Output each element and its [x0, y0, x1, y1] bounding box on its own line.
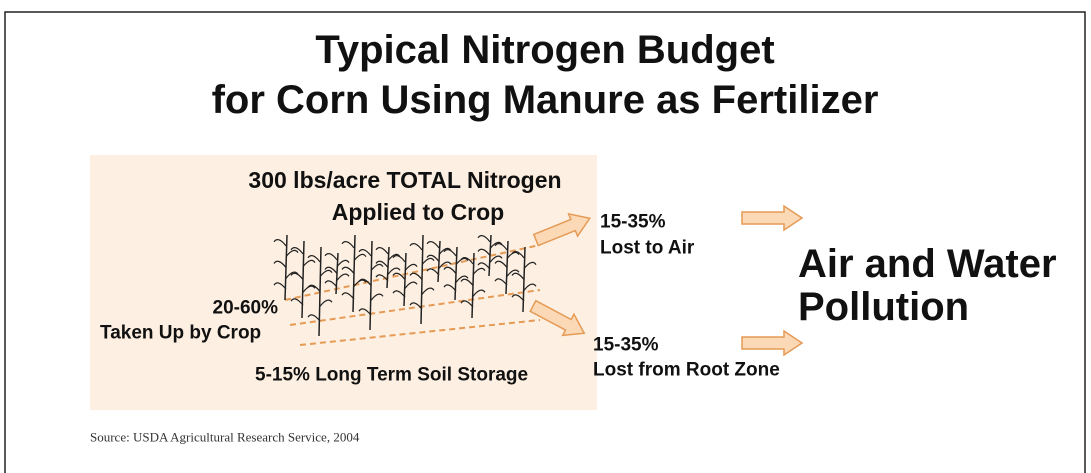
root-label: Lost from Root Zone — [593, 360, 780, 381]
applied-text: Applied to Crop — [332, 199, 504, 225]
pollution-text: Air and Water — [798, 242, 1057, 286]
uptake-label: Taken Up by Crop — [100, 323, 261, 344]
arrow — [742, 331, 802, 355]
arrow — [742, 206, 802, 230]
soil-storage: 5-15% Long Term Soil Storage — [255, 365, 528, 386]
title-line: for Corn Using Manure as Fertilizer — [212, 78, 879, 122]
uptake-percent: 20-60% — [213, 298, 279, 319]
title-line: Typical Nitrogen Budget — [315, 28, 774, 72]
pollution-text: Pollution — [798, 285, 969, 329]
air-label: Lost to Air — [600, 238, 695, 259]
root-percent: 15-35% — [593, 335, 659, 356]
figure: Typical Nitrogen Budget for Corn Using M… — [0, 0, 1091, 473]
air-percent: 15-35% — [600, 212, 666, 233]
source: Source: USDA Agricultural Research Servi… — [90, 430, 360, 445]
applied-text: 300 lbs/acre TOTAL Nitrogen — [248, 167, 561, 193]
